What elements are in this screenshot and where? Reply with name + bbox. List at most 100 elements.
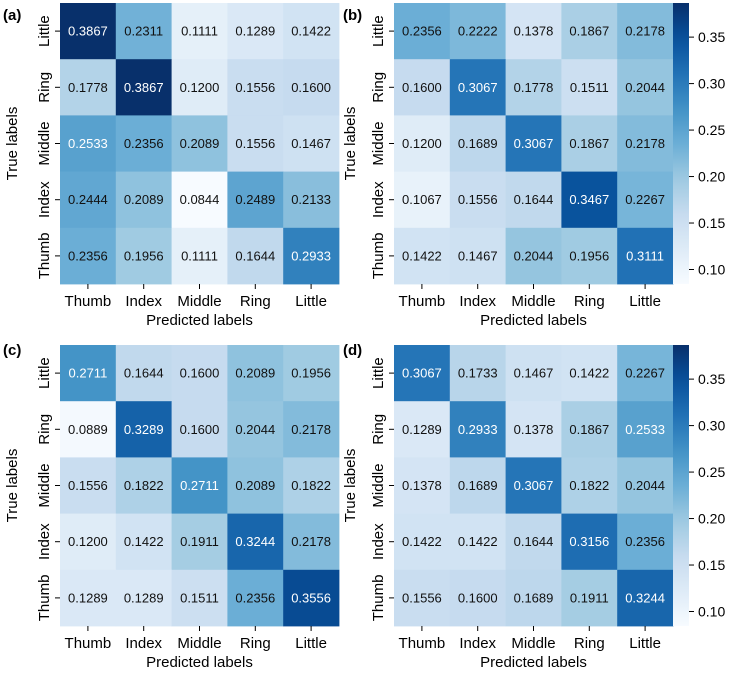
cell-value-label: 0.2711 <box>69 366 108 381</box>
heatmap-cell <box>227 171 284 229</box>
heatmap-cell <box>283 345 340 402</box>
x-tick-label: Thumb <box>65 635 112 652</box>
colorbar <box>673 3 689 284</box>
heatmap-cell <box>171 513 228 571</box>
heatmap-cell <box>394 457 451 514</box>
heatmap-cell <box>449 345 506 402</box>
cell-value-label: 0.2044 <box>625 80 665 95</box>
cell-value-label: 0.1956 <box>124 248 164 263</box>
cell-value-label: 0.1600 <box>180 422 220 437</box>
heatmap-cell <box>283 513 340 571</box>
heatmap-panel-b: 0.2356 0.2222 0.1378 0.1867 0.2178 0.1600 0.30… <box>342 3 725 329</box>
heatmap-cell <box>60 513 117 571</box>
heatmap-panel-a: 0.3867 0.2311 0.1111 0.1289 0.1422 0.1778 0.38… <box>3 3 340 329</box>
heatmap-cell <box>60 569 117 627</box>
cell-value-label: 0.2356 <box>402 24 442 39</box>
heatmap-cell <box>115 513 172 571</box>
y-axis-title: True labels <box>342 107 359 181</box>
colorbar-tick-label: 0.35 <box>698 371 725 387</box>
heatmap-cell <box>617 227 674 285</box>
cell-value-label: 0.3111 <box>626 248 664 263</box>
x-tick-label: Little <box>295 635 327 652</box>
colorbar-tick-label: 0.25 <box>698 122 725 138</box>
heatmap-cell <box>394 115 451 172</box>
x-tick-label: Ring <box>240 293 271 310</box>
cell-value-label: 0.1778 <box>68 80 108 95</box>
y-tick-label: Ring <box>36 414 53 445</box>
heatmap-cell <box>561 171 618 229</box>
cell-value-label: 0.1422 <box>569 366 609 381</box>
heatmap-cell <box>283 3 340 60</box>
heatmap-cell <box>449 401 506 458</box>
cell-value-label: 0.1111 <box>181 24 218 39</box>
cell-value-label: 0.1556 <box>235 80 275 95</box>
cell-value-label: 0.2356 <box>625 534 665 549</box>
heatmap-cell <box>171 115 228 172</box>
y-tick-label: Index <box>36 181 53 218</box>
cell-value-label: 0.3467 <box>569 192 609 207</box>
y-tick-label: Middle <box>370 463 387 507</box>
cell-value-label: 0.2044 <box>235 422 275 437</box>
heatmap-cell <box>505 569 562 627</box>
cell-value-label: 0.1867 <box>569 422 609 437</box>
heatmap-cell <box>394 401 451 458</box>
heatmap-cell <box>227 227 284 285</box>
x-tick-label: Thumb <box>65 293 112 310</box>
cell-value-label: 0.1911 <box>570 590 609 605</box>
cell-value-label: 0.0889 <box>68 422 108 437</box>
colorbar-tick-label: 0.20 <box>698 511 725 527</box>
heatmap-cell <box>115 171 172 229</box>
cell-value-label: 0.3867 <box>124 80 164 95</box>
cell-value-label: 0.1600 <box>291 80 331 95</box>
heatmap-cell <box>283 115 340 172</box>
heatmap-cell <box>60 59 117 116</box>
cell-value-label: 0.2533 <box>68 136 108 151</box>
x-tick-label: Index <box>125 635 162 652</box>
heatmap-cell <box>505 457 562 514</box>
cell-value-label: 0.3067 <box>458 80 498 95</box>
y-tick-label: Index <box>370 181 387 218</box>
heatmap-cell <box>394 345 451 402</box>
y-tick-label: Little <box>370 357 387 389</box>
heatmap-cell <box>505 3 562 60</box>
heatmap-cell <box>561 401 618 458</box>
heatmap-cell <box>505 345 562 402</box>
colorbar-tick-label: 0.10 <box>698 603 725 619</box>
x-tick-label: Middle <box>177 635 221 652</box>
heatmap-cell <box>115 3 172 60</box>
cell-value-label: 0.1422 <box>124 534 164 549</box>
cell-value-label: 0.2356 <box>124 136 164 151</box>
cell-value-label: 0.1822 <box>291 478 331 493</box>
heatmap-cell <box>394 569 451 627</box>
heatmap-cell <box>227 115 284 172</box>
heatmap-cell <box>115 115 172 172</box>
cell-value-label: 0.2089 <box>124 192 164 207</box>
heatmap-cell <box>561 3 618 60</box>
cell-value-label: 0.1644 <box>235 248 275 263</box>
cell-value-label: 0.1556 <box>458 192 498 207</box>
heatmap-cell <box>617 513 674 571</box>
colorbar-tick-label: 0.15 <box>698 557 725 573</box>
cell-value-label: 0.2933 <box>291 248 331 263</box>
y-tick-label: Middle <box>36 463 53 507</box>
heatmap-cell <box>171 457 228 514</box>
cell-value-label: 0.3244 <box>625 590 665 605</box>
heatmap-cell <box>227 401 284 458</box>
heatmap-cell <box>171 3 228 60</box>
cell-value-label: 0.1822 <box>124 478 164 493</box>
heatmap-cell <box>60 3 117 60</box>
heatmap-cell <box>227 345 284 402</box>
y-tick-label: Little <box>36 357 53 389</box>
heatmap-cell <box>227 59 284 116</box>
cell-value-label: 0.3067 <box>514 478 554 493</box>
cell-value-label: 0.1778 <box>514 80 554 95</box>
y-tick-label: Little <box>370 15 387 47</box>
panel-label: (a) <box>3 7 21 24</box>
cell-value-label: 0.1956 <box>569 248 609 263</box>
cell-value-label: 0.1867 <box>569 24 609 39</box>
y-tick-label: Thumb <box>370 233 387 280</box>
cell-value-label: 0.1378 <box>514 24 554 39</box>
heatmap-cell <box>449 59 506 116</box>
heatmap-cell <box>115 457 172 514</box>
cell-value-label: 0.3289 <box>124 422 164 437</box>
